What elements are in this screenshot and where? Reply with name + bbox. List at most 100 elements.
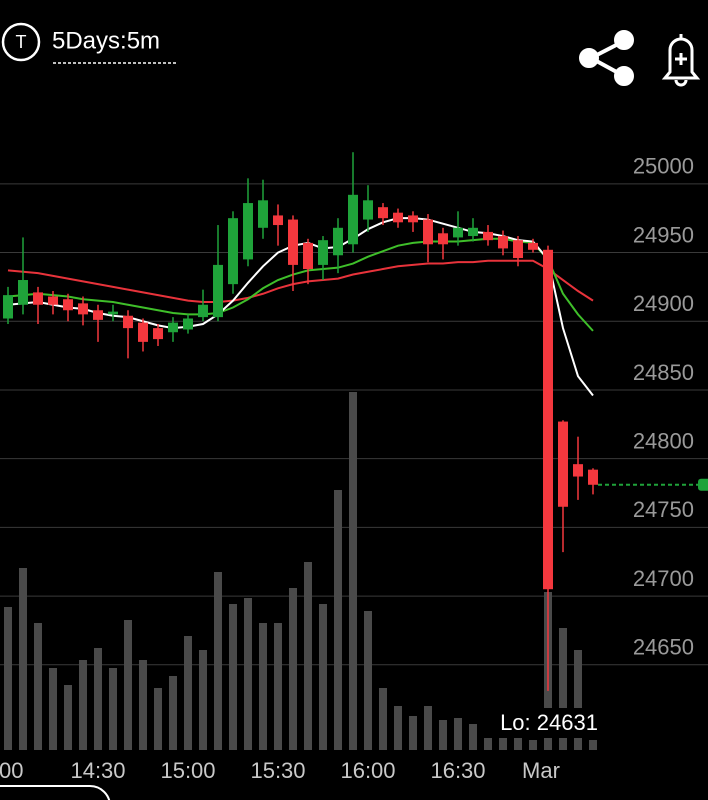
volume-bar <box>349 392 357 750</box>
candle-body <box>18 280 28 305</box>
low-label-bg <box>496 708 604 738</box>
indicator-tab[interactable] <box>0 785 111 800</box>
volume-bar <box>4 607 12 750</box>
y-tick-label: 24900 <box>633 291 694 316</box>
ma-line <box>7 237 594 332</box>
last-price-marker <box>698 478 708 491</box>
y-tick-label: 24650 <box>633 635 694 660</box>
candle-body <box>243 203 253 260</box>
volume-bar <box>529 740 537 750</box>
candle-body <box>363 200 373 220</box>
candle-body <box>33 292 43 305</box>
y-tick-label: 24950 <box>633 222 694 247</box>
volume-bar <box>94 648 102 750</box>
volume-bar <box>169 676 177 750</box>
candle-body <box>528 242 538 250</box>
volume-bar <box>184 636 192 750</box>
ma-line <box>7 217 594 397</box>
volume-bar <box>439 720 447 750</box>
x-tick-label: 14:30 <box>70 758 125 783</box>
x-tick-label: 15:00 <box>160 758 215 783</box>
volume-bar <box>244 598 252 750</box>
candle-body <box>423 219 433 245</box>
candle-body <box>198 304 208 318</box>
candle-body <box>213 264 223 318</box>
candle-body <box>108 311 118 315</box>
candle-body <box>543 249 553 590</box>
volume-bar <box>139 660 147 750</box>
candle-body <box>78 303 88 315</box>
candle-body <box>3 295 13 319</box>
x-tick-label: 15:30 <box>250 758 305 783</box>
candle-body <box>468 227 478 237</box>
candle-body <box>378 207 388 219</box>
y-tick-label: 24750 <box>633 497 694 522</box>
volume-bar <box>64 685 72 750</box>
candle-body <box>453 227 463 238</box>
candle-body <box>258 200 268 228</box>
volume-bar <box>334 490 342 750</box>
candle-body <box>93 310 103 320</box>
volume-bar <box>34 623 42 750</box>
volume-bar <box>364 611 372 750</box>
volume-bar <box>199 650 207 750</box>
candle-body <box>438 233 448 245</box>
candle-body <box>393 212 403 223</box>
volume-bar <box>484 738 492 750</box>
volume-bar <box>589 740 597 750</box>
y-tick-label: 24850 <box>633 360 694 385</box>
volume-bar <box>19 568 27 750</box>
alert-icon[interactable] <box>661 34 701 87</box>
candle-body <box>123 315 133 329</box>
moving-averages <box>7 217 594 397</box>
volume-bar <box>454 718 462 750</box>
volume-bar <box>469 724 477 750</box>
candle-body <box>498 236 508 249</box>
volume-bar <box>214 572 222 750</box>
volume-bar <box>379 688 387 750</box>
candle-body <box>483 231 493 241</box>
volume-bar <box>559 628 567 750</box>
badge[interactable]: T <box>16 32 27 52</box>
candle-body <box>138 322 148 342</box>
candle-body <box>48 296 58 305</box>
volume-bar <box>154 688 162 750</box>
volume-bar <box>574 650 582 750</box>
interval[interactable]: 5Days:5m <box>52 27 160 54</box>
x-tick-label: 16:00 <box>340 758 395 783</box>
candle-body <box>168 322 178 333</box>
share-icon[interactable] <box>579 30 634 86</box>
y-tick-label: 24700 <box>633 566 694 591</box>
candle-body <box>183 318 193 330</box>
candle-body <box>408 215 418 223</box>
candle-body <box>573 464 583 477</box>
volume-bar <box>514 732 522 750</box>
candle-body <box>288 219 298 265</box>
candle-body <box>303 242 313 270</box>
volume-bar <box>109 668 117 750</box>
volume-bar <box>394 706 402 750</box>
labels: 24650 24700 24750 24800 24850 24900 24950 25000… <box>0 154 708 783</box>
volume-bar <box>304 562 312 750</box>
candle-body <box>588 469 598 485</box>
volume <box>4 392 597 750</box>
volume-bar <box>49 668 57 750</box>
candle-body <box>153 328 163 340</box>
volume-bar <box>274 623 282 750</box>
candle-body <box>318 240 328 265</box>
candle-body <box>558 421 568 507</box>
volume-bar <box>424 706 432 750</box>
candle-body <box>333 227 343 256</box>
volume-bar <box>319 604 327 750</box>
x-tick-label: Mar <box>522 758 560 783</box>
volume-bar <box>259 623 267 750</box>
candle-body <box>63 299 73 311</box>
y-tick-label: 25000 <box>633 154 694 179</box>
candle-body <box>348 194 358 245</box>
low-label: Lo: 24631 <box>500 710 598 735</box>
y-tick-label: 24800 <box>633 428 694 453</box>
badge-circle[interactable] <box>1 22 41 62</box>
volume-bar <box>409 716 417 750</box>
